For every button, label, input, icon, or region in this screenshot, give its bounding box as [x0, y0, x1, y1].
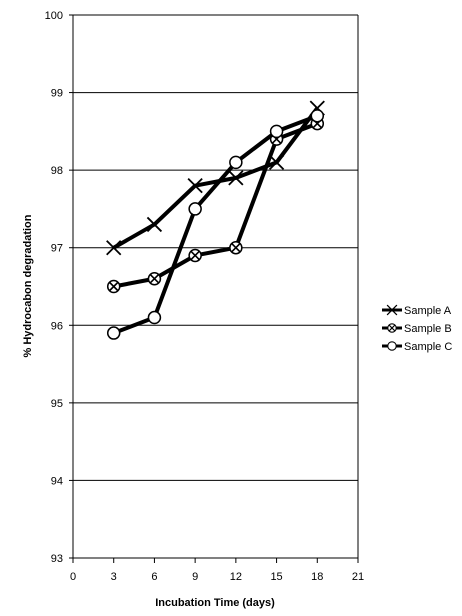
x-tick-label: 15 [270, 571, 282, 583]
legend-label: Sample C [404, 341, 452, 353]
y-tick-label: 93 [51, 553, 63, 565]
y-tick-label: 98 [51, 165, 63, 177]
axes [72, 15, 359, 559]
data-point [228, 170, 244, 186]
legend-marker [387, 323, 397, 333]
x-tick-label: 0 [70, 571, 76, 583]
data-point [268, 154, 285, 171]
y-tick-label: 100 [45, 10, 63, 22]
data-point [229, 240, 243, 255]
series-sample-a [106, 100, 325, 256]
data-point [146, 216, 163, 233]
data-point [106, 240, 122, 256]
series-line [112, 106, 319, 250]
legend-marker [387, 341, 397, 351]
data-point [188, 202, 202, 216]
y-tick-label: 96 [51, 320, 63, 332]
series-sample-b [106, 116, 325, 294]
x-tick-label: 3 [111, 571, 117, 583]
data-point [147, 310, 162, 325]
y-tick-label: 97 [51, 243, 63, 255]
data-point [188, 248, 202, 263]
x-tick-label: 18 [311, 571, 323, 583]
legend: Sample A Sample B Sample C [382, 304, 452, 353]
y-tick-label: 99 [51, 88, 63, 100]
data-point [106, 279, 121, 294]
legend-item: Sample A [382, 304, 452, 317]
series-line [113, 113, 318, 335]
data-point [106, 326, 121, 340]
x-tick-label: 12 [230, 571, 242, 583]
data-point [187, 178, 203, 194]
legend-item: Sample C [382, 341, 452, 353]
legend-label: Sample A [404, 305, 452, 317]
legend-item: Sample B [382, 323, 452, 335]
x-tick-label: 9 [192, 571, 198, 583]
series-group [106, 100, 325, 340]
legend-marker [386, 304, 398, 316]
x-axis-title: Incubation Time (days) [155, 597, 275, 609]
series-line [113, 121, 318, 289]
gridlines [69, 14, 358, 559]
series-sample-c [106, 109, 325, 340]
y-axis-title: % Hydrocabon degradation [22, 214, 34, 357]
legend-label: Sample B [404, 323, 452, 335]
data-point [269, 124, 284, 139]
x-tick-label: 21 [352, 571, 364, 583]
x-tick-labels: 0 3 6 9 12 15 18 21 [70, 558, 364, 583]
y-tick-label: 94 [51, 475, 63, 487]
data-point [147, 271, 162, 286]
data-point [310, 109, 325, 123]
x-tick-label: 6 [151, 571, 157, 583]
y-tick-labels: 93 94 95 96 97 98 99 100 [45, 10, 63, 565]
data-point [229, 155, 243, 170]
y-tick-label: 95 [51, 398, 63, 410]
